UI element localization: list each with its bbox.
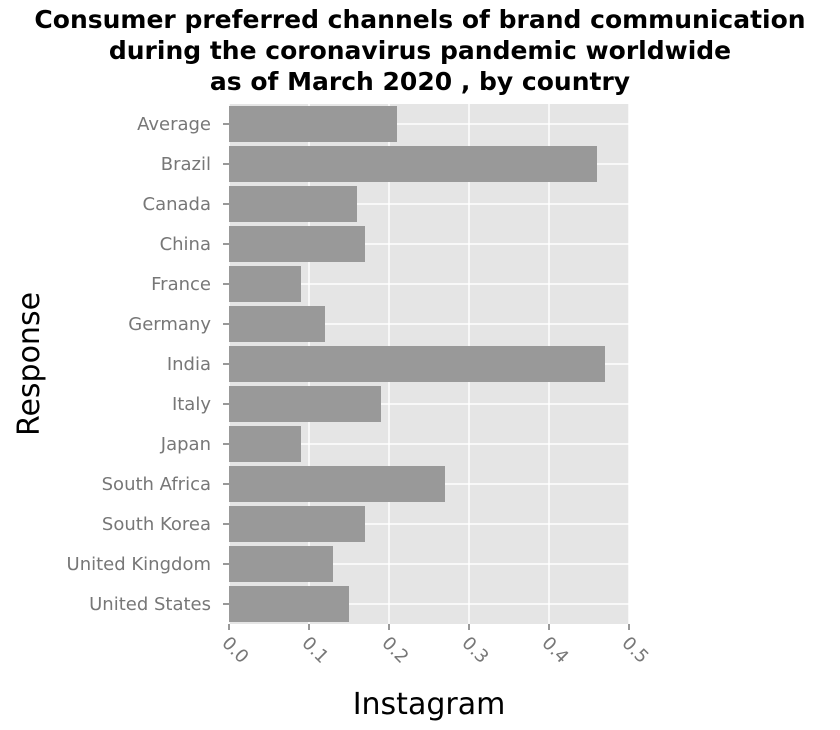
y-tick-label-12: United States (89, 594, 211, 615)
y-tick-label-3: China (160, 234, 211, 255)
y-tick-label-6: India (167, 354, 211, 375)
x-tick-label-5: 0.5 (617, 633, 652, 668)
bar-average (229, 106, 397, 142)
bar-china (229, 226, 365, 262)
bar-south-africa (229, 466, 445, 502)
x-axis-label: Instagram (353, 687, 506, 722)
bars (229, 106, 605, 622)
bar-united-states (229, 586, 349, 622)
y-tick-label-9: South Africa (102, 474, 211, 495)
y-tick-label-2: Canada (143, 194, 212, 215)
x-tick-label-2: 0.2 (377, 633, 412, 668)
bar-brazil (229, 146, 597, 182)
y-axis-label: Response (12, 292, 47, 436)
y-tick-label-1: Brazil (161, 154, 211, 175)
y-tick-label-5: Germany (128, 314, 211, 335)
chart-title: Consumer preferred channels of brand com… (0, 4, 840, 97)
axes: Average Brazil Canada China France Germany Ind… (67, 114, 653, 668)
bar-germany (229, 306, 325, 342)
bar-france (229, 266, 301, 302)
y-tick-label-0: Average (137, 114, 211, 135)
y-tick-label-7: Italy (172, 394, 211, 415)
y-tick-label-11: United Kingdom (67, 554, 211, 575)
x-tick-label-4: 0.4 (537, 633, 572, 668)
bar-south-korea (229, 506, 365, 542)
x-tick-label-0: 0.0 (217, 633, 252, 668)
bar-india (229, 346, 605, 382)
y-tick-label-10: South Korea (102, 514, 211, 535)
y-tick-label-8: Japan (160, 434, 211, 455)
x-tick-label-1: 0.1 (297, 633, 332, 668)
bar-italy (229, 386, 381, 422)
bar-canada (229, 186, 357, 222)
chart-title-line-2: during the coronavirus pandemic worldwid… (108, 36, 732, 65)
bar-united-kingdom (229, 546, 333, 582)
chart-title-line-1: Consumer preferred channels of brand com… (34, 5, 806, 34)
x-tick-label-3: 0.3 (457, 633, 492, 668)
y-tick-label-4: France (151, 274, 211, 295)
chart-title-line-3: as of March 2020 , by country (209, 67, 631, 96)
bar-japan (229, 426, 301, 462)
